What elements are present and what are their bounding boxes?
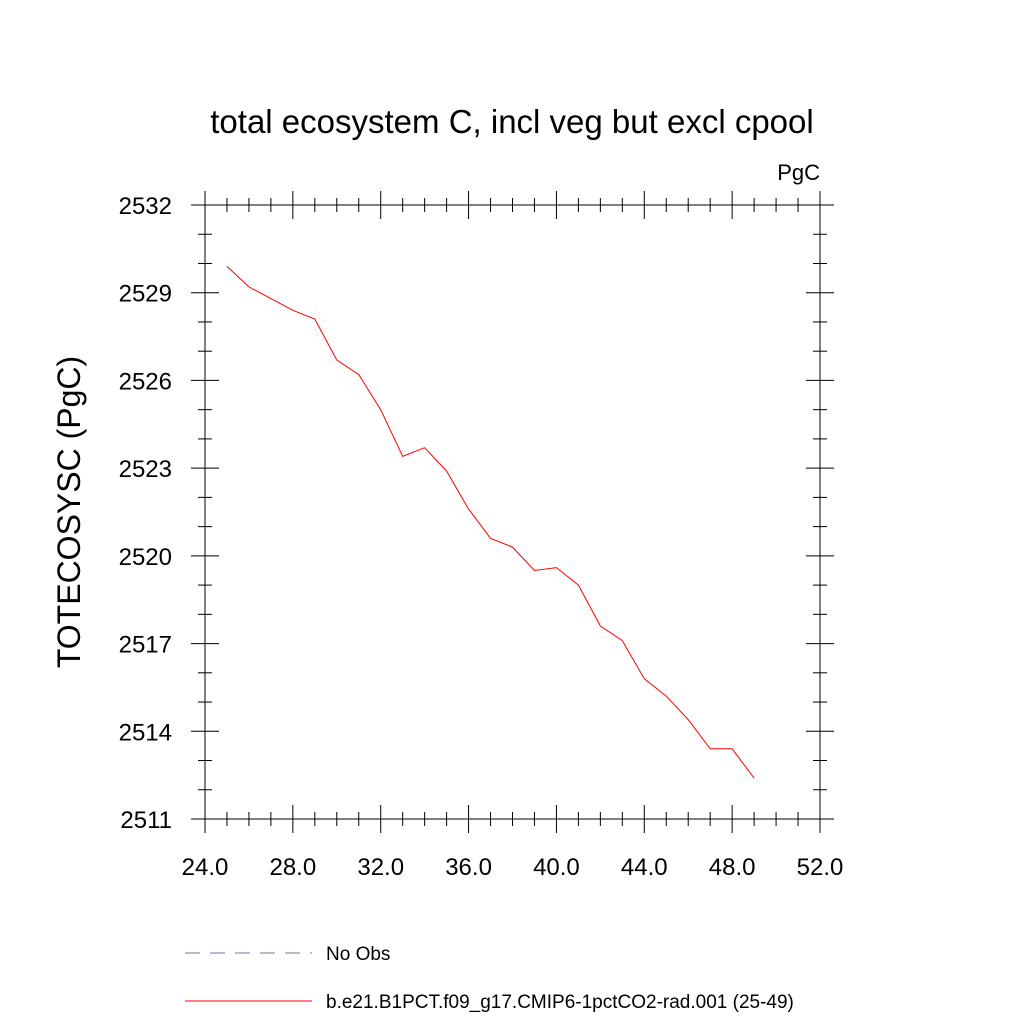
x-tick-label: 44.0 <box>621 854 668 881</box>
x-tick-label: 52.0 <box>797 854 844 881</box>
series-line <box>226 266 755 779</box>
y-tick-label: 2511 <box>120 807 172 834</box>
y-tick-label: 2523 <box>119 456 172 483</box>
x-tick-label: 28.0 <box>269 854 316 881</box>
legend-label: No Obs <box>326 944 390 965</box>
legend-label: b.e21.B1PCT.f09_g17.CMIP6-1pctCO2-rad.00… <box>326 992 794 1013</box>
units-label: PgC <box>777 160 820 185</box>
x-tick-label: 32.0 <box>357 854 404 881</box>
y-tick-label: 2514 <box>119 719 172 746</box>
chart-title: total ecosystem C, incl veg but excl cpo… <box>210 103 813 140</box>
y-tick-label: 2532 <box>119 193 172 220</box>
series-lines <box>226 266 755 779</box>
x-tick-label: 24.0 <box>182 854 229 881</box>
x-tick-label: 48.0 <box>709 854 756 881</box>
plot-frame <box>204 204 821 820</box>
axis-ticks <box>191 191 834 833</box>
axis-tick-labels: 24.0 28.0 32.0 36.0 40.0 44.0 48.0 52.0 2511 2514… <box>119 193 844 881</box>
y-tick-label: 2520 <box>119 544 172 571</box>
x-tick-label: 40.0 <box>533 854 580 881</box>
x-tick-label: 36.0 <box>445 854 492 881</box>
legend: No Obs b.e21.B1PCT.f09_g17.CMIP6-1pctCO2-… <box>185 944 794 1013</box>
y-tick-label: 2529 <box>119 281 172 308</box>
y-tick-label: 2526 <box>119 368 172 395</box>
y-axis-label: TOTECOSYSC (PgC) <box>51 356 87 668</box>
y-tick-label: 2517 <box>119 632 172 659</box>
